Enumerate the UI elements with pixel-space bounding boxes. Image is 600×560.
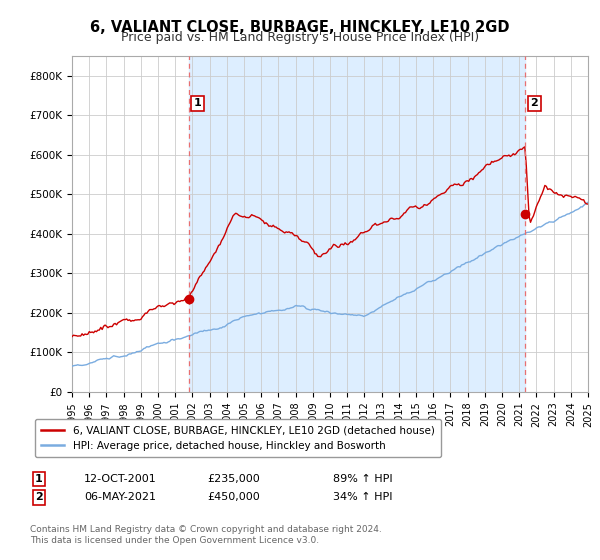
Text: 06-MAY-2021: 06-MAY-2021 xyxy=(84,492,156,502)
Text: 6, VALIANT CLOSE, BURBAGE, HINCKLEY, LE10 2GD: 6, VALIANT CLOSE, BURBAGE, HINCKLEY, LE1… xyxy=(90,20,510,35)
Text: 34% ↑ HPI: 34% ↑ HPI xyxy=(333,492,392,502)
Text: 89% ↑ HPI: 89% ↑ HPI xyxy=(333,474,392,484)
Text: 1: 1 xyxy=(35,474,43,484)
Text: 12-OCT-2001: 12-OCT-2001 xyxy=(84,474,157,484)
Text: Contains HM Land Registry data © Crown copyright and database right 2024.
This d: Contains HM Land Registry data © Crown c… xyxy=(30,525,382,545)
Bar xyxy=(188,56,525,392)
Text: £450,000: £450,000 xyxy=(207,492,260,502)
Legend: 6, VALIANT CLOSE, BURBAGE, HINCKLEY, LE10 2GD (detached house), HPI: Average pri: 6, VALIANT CLOSE, BURBAGE, HINCKLEY, LE1… xyxy=(35,419,441,457)
Text: Price paid vs. HM Land Registry's House Price Index (HPI): Price paid vs. HM Land Registry's House … xyxy=(121,31,479,44)
Text: £235,000: £235,000 xyxy=(207,474,260,484)
Text: 2: 2 xyxy=(35,492,43,502)
Text: 2: 2 xyxy=(530,99,538,109)
Text: 1: 1 xyxy=(194,99,202,109)
